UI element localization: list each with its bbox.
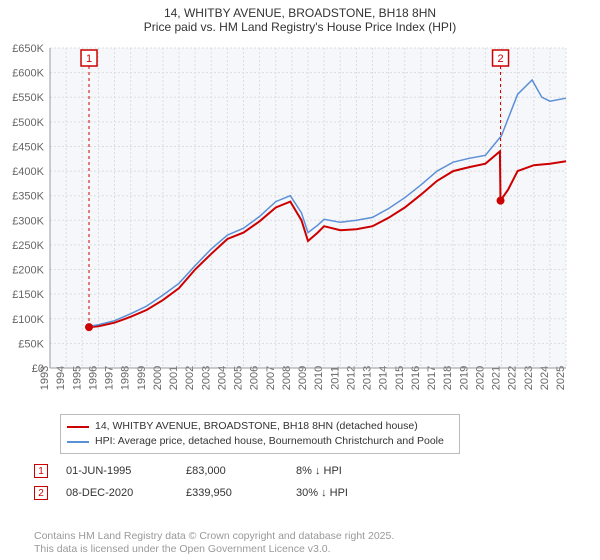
svg-text:2004: 2004 <box>216 366 228 390</box>
footer-line2: This data is licensed under the Open Gov… <box>34 543 574 556</box>
svg-text:2013: 2013 <box>362 366 374 390</box>
svg-text:2011: 2011 <box>329 366 341 390</box>
legend-swatch <box>67 441 89 443</box>
svg-text:£200K: £200K <box>12 265 44 277</box>
svg-text:2014: 2014 <box>378 366 390 390</box>
footer-attribution: Contains HM Land Registry data © Crown c… <box>34 530 574 556</box>
svg-text:2006: 2006 <box>249 366 261 390</box>
svg-text:2001: 2001 <box>168 366 180 390</box>
svg-text:2015: 2015 <box>394 366 406 390</box>
svg-text:2007: 2007 <box>265 366 277 390</box>
svg-text:2002: 2002 <box>184 366 196 390</box>
svg-text:2: 2 <box>497 53 503 65</box>
svg-text:2016: 2016 <box>410 366 422 390</box>
chart-area: £0£50K£100K£150K£200K£250K£300K£350K£400… <box>0 40 580 410</box>
svg-text:2021: 2021 <box>491 366 503 390</box>
svg-text:£650K: £650K <box>12 43 44 55</box>
legend-item: HPI: Average price, detached house, Bour… <box>67 434 453 449</box>
svg-text:1999: 1999 <box>136 366 148 390</box>
line-chart: £0£50K£100K£150K£200K£250K£300K£350K£400… <box>0 40 580 410</box>
svg-text:£250K: £250K <box>12 240 44 252</box>
svg-text:£600K: £600K <box>12 68 44 80</box>
svg-text:£450K: £450K <box>12 141 44 153</box>
svg-text:£400K: £400K <box>12 166 44 178</box>
svg-text:1: 1 <box>86 53 92 65</box>
svg-text:2003: 2003 <box>200 366 212 390</box>
data-point-price: £339,950 <box>186 487 296 499</box>
data-point-price: £83,000 <box>186 465 296 477</box>
svg-text:2018: 2018 <box>442 366 454 390</box>
legend-swatch <box>67 426 89 428</box>
legend-item: 14, WHITBY AVENUE, BROADSTONE, BH18 8HN … <box>67 419 453 434</box>
svg-text:2022: 2022 <box>507 366 519 390</box>
svg-text:2024: 2024 <box>539 366 551 390</box>
svg-text:1996: 1996 <box>87 366 99 390</box>
footer-line1: Contains HM Land Registry data © Crown c… <box>34 530 574 543</box>
data-point-marker: 2 <box>34 486 48 500</box>
legend-label: HPI: Average price, detached house, Bour… <box>95 434 444 449</box>
legend: 14, WHITBY AVENUE, BROADSTONE, BH18 8HN … <box>60 414 460 454</box>
data-point-date: 01-JUN-1995 <box>66 465 186 477</box>
svg-text:£100K: £100K <box>12 314 44 326</box>
svg-text:2012: 2012 <box>345 366 357 390</box>
svg-text:2020: 2020 <box>474 366 486 390</box>
data-point-date: 08-DEC-2020 <box>66 487 186 499</box>
title-line2: Price paid vs. HM Land Registry's House … <box>0 20 600 34</box>
data-point-marker: 1 <box>34 464 48 478</box>
svg-text:1994: 1994 <box>55 366 67 390</box>
data-point-delta: 30% ↓ HPI <box>296 487 406 499</box>
svg-text:1995: 1995 <box>71 366 83 390</box>
svg-text:£150K: £150K <box>12 289 44 301</box>
svg-text:2009: 2009 <box>297 366 309 390</box>
svg-text:2023: 2023 <box>523 366 535 390</box>
svg-text:2010: 2010 <box>313 366 325 390</box>
svg-text:£550K: £550K <box>12 92 44 104</box>
svg-text:2000: 2000 <box>152 366 164 390</box>
svg-text:1998: 1998 <box>120 366 132 390</box>
legend-label: 14, WHITBY AVENUE, BROADSTONE, BH18 8HN … <box>95 419 418 434</box>
data-point-row: 1 01-JUN-1995£83,0008% ↓ HPI <box>34 460 574 482</box>
svg-text:1993: 1993 <box>39 366 51 390</box>
data-points-table: 1 01-JUN-1995£83,0008% ↓ HPI 2 08-DEC-2020£… <box>34 460 574 504</box>
svg-text:£300K: £300K <box>12 215 44 227</box>
svg-text:2008: 2008 <box>281 366 293 390</box>
svg-text:1997: 1997 <box>104 366 116 390</box>
svg-text:2005: 2005 <box>233 366 245 390</box>
svg-text:£350K: £350K <box>12 191 44 203</box>
svg-text:£50K: £50K <box>18 338 44 350</box>
svg-text:2017: 2017 <box>426 366 438 390</box>
svg-text:2019: 2019 <box>458 366 470 390</box>
svg-text:£500K: £500K <box>12 117 44 129</box>
svg-text:2025: 2025 <box>555 366 567 390</box>
data-point-row: 2 08-DEC-2020£339,95030% ↓ HPI <box>34 482 574 504</box>
chart-title: 14, WHITBY AVENUE, BROADSTONE, BH18 8HN … <box>0 0 600 36</box>
title-line1: 14, WHITBY AVENUE, BROADSTONE, BH18 8HN <box>0 6 600 20</box>
data-point-delta: 8% ↓ HPI <box>296 465 406 477</box>
